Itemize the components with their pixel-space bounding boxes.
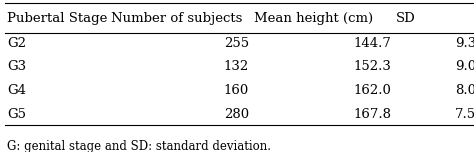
Text: 132: 132 (224, 60, 249, 73)
Text: SD: SD (396, 12, 416, 25)
Text: 8.0: 8.0 (456, 84, 474, 97)
Text: G5: G5 (7, 107, 26, 121)
Text: Number of subjects: Number of subjects (111, 12, 243, 25)
Text: 144.7: 144.7 (353, 37, 391, 50)
Text: 255: 255 (224, 37, 249, 50)
Text: G4: G4 (7, 84, 26, 97)
Text: G: genital stage and SD: standard deviation.: G: genital stage and SD: standard deviat… (7, 140, 271, 152)
Text: 7.5: 7.5 (455, 107, 474, 121)
Text: 160: 160 (224, 84, 249, 97)
Text: G2: G2 (7, 37, 26, 50)
Text: 9.3: 9.3 (455, 37, 474, 50)
Text: 152.3: 152.3 (353, 60, 391, 73)
Text: 280: 280 (224, 107, 249, 121)
Text: 9.0: 9.0 (455, 60, 474, 73)
Text: 167.8: 167.8 (353, 107, 391, 121)
Text: G3: G3 (7, 60, 26, 73)
Text: Mean height (cm): Mean height (cm) (254, 12, 373, 25)
Text: 162.0: 162.0 (353, 84, 391, 97)
Text: Pubertal Stage: Pubertal Stage (7, 12, 108, 25)
